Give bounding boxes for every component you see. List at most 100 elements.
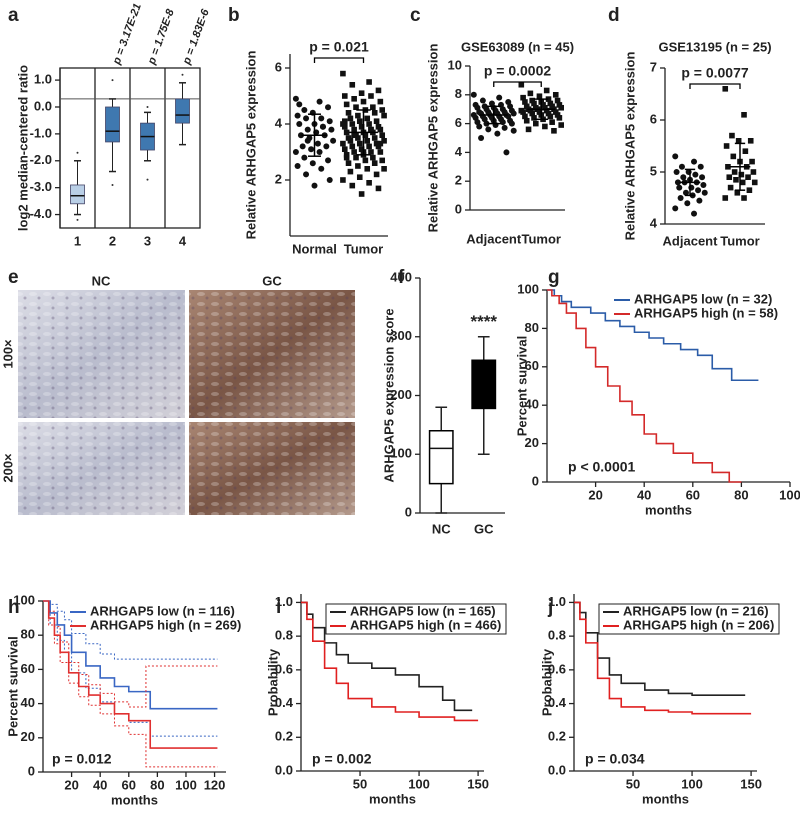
dot [730, 153, 737, 160]
dot [381, 166, 387, 172]
dot [362, 132, 369, 138]
dot [529, 97, 535, 104]
dot [325, 157, 332, 164]
dot [696, 197, 703, 204]
dot [552, 109, 559, 115]
y-tick-label: 0.4 [275, 695, 294, 710]
dot [371, 110, 378, 116]
dot [691, 158, 698, 165]
survival-curve [547, 289, 759, 382]
dot [364, 138, 371, 144]
legend-box [598, 603, 780, 635]
x-tick-label: 50 [353, 776, 367, 791]
x-tick-label: NC [432, 521, 451, 536]
y-axis-label: Percent survival [5, 636, 20, 736]
y-tick-label: 400 [390, 269, 412, 284]
dot [558, 122, 564, 128]
y-tick-label: 60 [525, 358, 539, 373]
dot [353, 104, 359, 110]
dot [368, 126, 374, 133]
x-tick-label: 2 [109, 233, 116, 248]
dot [304, 126, 311, 133]
legend-label: ARHGAP5 low (n = 116) [90, 603, 235, 618]
x-axis-label: months [642, 791, 689, 806]
y-tick-label: 7 [650, 59, 657, 74]
dot [343, 101, 350, 108]
dot [358, 90, 365, 96]
x-tick-label: 1 [74, 233, 81, 248]
dot [525, 126, 532, 133]
dot [326, 118, 333, 125]
box [70, 184, 85, 205]
dot [349, 121, 356, 127]
dot [483, 120, 490, 127]
x-tick-label: 40 [93, 777, 107, 792]
ci-upper [43, 600, 218, 708]
y-tick-label: 80 [21, 627, 35, 642]
dot [355, 163, 361, 169]
dot [727, 184, 734, 191]
x-tick-label: Adjacent [663, 233, 719, 248]
dot [370, 104, 376, 110]
dot [377, 140, 384, 147]
y-tick-label: 0.0 [548, 762, 566, 777]
dot [508, 120, 515, 127]
dot [375, 87, 382, 94]
panel-label: e [8, 267, 19, 288]
dot [729, 132, 735, 139]
outlier [76, 218, 79, 221]
dot [476, 123, 483, 130]
survival-curve [301, 601, 479, 722]
dot [296, 101, 303, 108]
dot [676, 184, 683, 191]
dot [356, 174, 363, 180]
y-tick-label: 0.2 [275, 729, 293, 744]
dot [343, 129, 350, 136]
dot [347, 168, 354, 175]
x-tick-label: 100 [779, 487, 800, 502]
dot [381, 138, 387, 144]
y-axis-label: Percent survival [514, 336, 529, 436]
y-tick-label: 1.0 [34, 72, 52, 87]
y-tick-label: 0 [455, 201, 462, 216]
y-tick-label: 20 [525, 435, 539, 450]
dot [308, 146, 315, 153]
dot [328, 126, 335, 133]
dot [510, 127, 517, 134]
y-tick-label: 0.6 [548, 661, 566, 676]
dot [682, 189, 689, 196]
dot [738, 171, 745, 178]
ci-lower [43, 600, 218, 768]
y-tick-label: 20 [21, 729, 35, 744]
dot [496, 94, 503, 101]
dot [377, 126, 384, 133]
y-axis-label: Probability [539, 648, 554, 716]
dot [531, 115, 537, 121]
legend-label: ARHGAP5 high (n = 466) [350, 617, 501, 632]
dot [379, 132, 386, 138]
y-tick-label: 200 [390, 387, 412, 402]
dot [364, 166, 371, 172]
dot [351, 132, 357, 138]
image-texture [18, 290, 185, 418]
p-value: p = 0.012 [52, 751, 112, 767]
dot [340, 140, 346, 147]
dot [311, 182, 318, 189]
x-tick-label: Adjacent [466, 231, 522, 246]
dot [688, 184, 695, 191]
dot [527, 90, 534, 97]
dot [340, 70, 346, 77]
x-tick-label: 100 [175, 777, 197, 792]
dot [485, 126, 492, 133]
dot [545, 96, 552, 102]
dot [370, 154, 376, 161]
x-tick-label: 80 [150, 777, 164, 792]
dot [494, 130, 501, 137]
x-axis-label: months [369, 791, 416, 806]
y-axis-label: ARHGAP5 expression score [381, 308, 396, 482]
legend-label: ARHGAP5 high (n = 58) [634, 305, 778, 320]
significance-bracket [689, 83, 741, 89]
outlier [76, 151, 79, 154]
p-value: p = 0.0077 [681, 65, 749, 81]
y-tick-label: 2 [275, 171, 282, 186]
